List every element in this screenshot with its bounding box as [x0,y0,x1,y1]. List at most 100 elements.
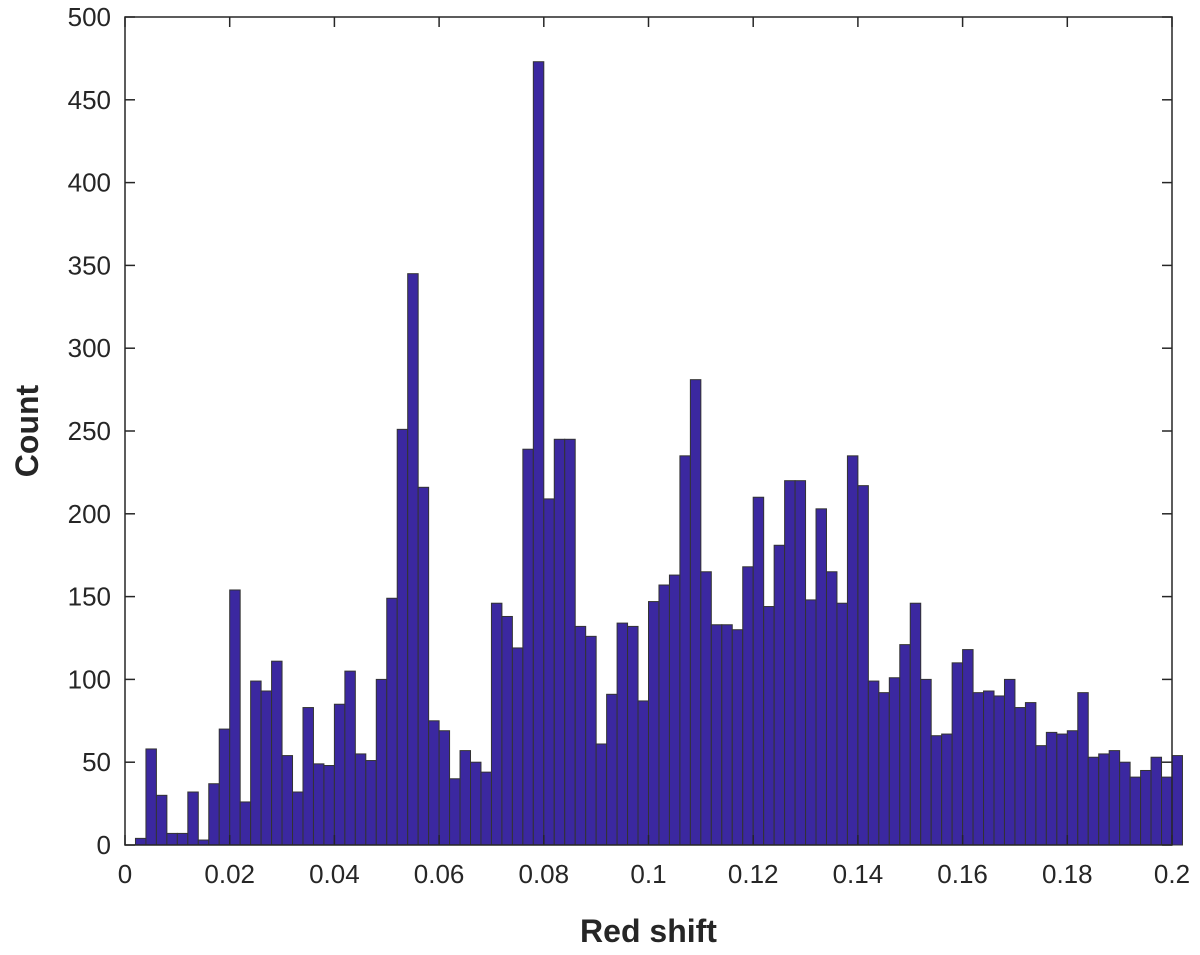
histogram-bar [134,837,147,846]
histogram-bar [668,574,681,846]
histogram-bar [993,695,1005,846]
histogram-bar [784,480,796,846]
histogram-bar [260,690,273,846]
histogram-bar [1129,776,1142,846]
y-tick-label: 100 [68,664,111,694]
y-tick-label: 450 [68,85,111,115]
histogram-bar [731,629,744,846]
histogram-bar [1035,745,1047,846]
histogram-bar [909,602,922,846]
x-tick-label: 0.04 [309,859,360,889]
x-axis-label: Red shift [580,913,717,949]
histogram-bar [983,690,995,846]
histogram-bar [679,455,691,846]
histogram-bar [532,61,545,846]
histogram-bar [836,602,848,846]
histogram-bar [292,791,304,846]
histogram-bar [1087,756,1100,846]
histogram-bar [1140,769,1152,846]
histogram-bar [616,622,629,846]
histogram-bar [689,379,702,846]
histogram-bar [333,703,346,846]
histogram-bar [794,480,807,846]
histogram-bar [1108,750,1121,846]
histogram-bar [941,733,953,846]
histogram-bar [1056,733,1068,846]
histogram-bar [962,649,974,846]
histogram-bar [1150,756,1163,846]
histogram-bar [459,750,472,846]
histogram-bar [1024,702,1037,846]
histogram-bar [490,602,503,846]
histogram-bar [752,496,765,846]
histogram-bar [574,625,587,846]
histogram-bar [595,743,608,846]
histogram-bar [511,647,524,846]
histogram-bar [407,273,419,846]
histogram-bar [281,755,294,846]
histogram-bar [585,635,597,846]
histogram-bar [972,692,985,846]
histogram-bar [438,730,451,846]
histogram-bar [354,753,367,846]
histogram-bar [658,584,670,846]
histogram-bar [763,606,775,846]
histogram-bar [428,720,440,846]
y-tick-label: 50 [82,747,111,777]
histogram-bar [470,761,482,846]
histogram-bar [846,455,859,846]
x-tick-label: 0.18 [1042,859,1093,889]
histogram-bar [312,763,325,846]
histogram-bar [271,660,283,846]
histogram-bar [344,670,356,846]
histogram-bar [187,791,199,846]
histogram-bar [176,832,189,846]
histogram-bar [1045,731,1058,846]
histogram-bar [218,728,231,846]
x-tick-label: 0.2 [1154,859,1190,889]
y-tick-label: 200 [68,499,111,529]
histogram-bar [522,448,534,846]
histogram-bar [815,508,827,846]
histogram-bar [543,498,555,846]
x-tick-label: 0.06 [414,859,465,889]
y-ticks-group: 0 50 100 150 200 250 300 350 400 450 500 [68,2,1172,860]
histogram-bar [449,778,461,846]
y-tick-label: 250 [68,416,111,446]
histogram-bar [1119,761,1131,846]
histogram-bar [721,624,733,846]
histogram-bar [239,801,252,846]
histogram-bar [375,678,388,846]
histogram-bar [1171,755,1183,846]
histogram-bar [553,438,566,846]
histogram-bar [145,748,157,846]
histogram-bar [1161,776,1173,846]
histogram-bar [805,599,817,846]
x-tick-label: 0.1 [630,859,666,889]
histogram-bar [742,566,754,846]
histogram-bar [1077,692,1089,846]
x-tick-label: 0.16 [937,859,988,889]
y-tick-label: 350 [68,250,111,280]
histogram-bar [773,544,786,846]
histogram-bar [323,765,335,846]
histogram-bar [564,438,576,846]
histogram-bar [386,597,398,846]
histogram-bar [700,571,712,846]
histogram-bar [878,692,890,846]
histogram-bar [899,644,911,846]
histogram-bar [920,678,932,846]
x-tick-label: 0.12 [728,859,779,889]
histogram-bar [166,832,178,846]
histogram-bar [365,760,377,846]
histogram-bar [250,680,262,846]
histogram-bar [710,624,723,846]
histogram-bar [627,625,639,846]
histogram-bar [606,693,618,846]
x-ticks-group: 0 0.02 0.04 0.06 0.08 0.1 0.12 0.14 0.16 0.18 0.2 [118,17,1190,889]
histogram-bar [501,615,513,846]
histogram-bar [396,428,409,846]
x-tick-label: 0.08 [518,859,569,889]
histogram-bar [825,571,838,846]
